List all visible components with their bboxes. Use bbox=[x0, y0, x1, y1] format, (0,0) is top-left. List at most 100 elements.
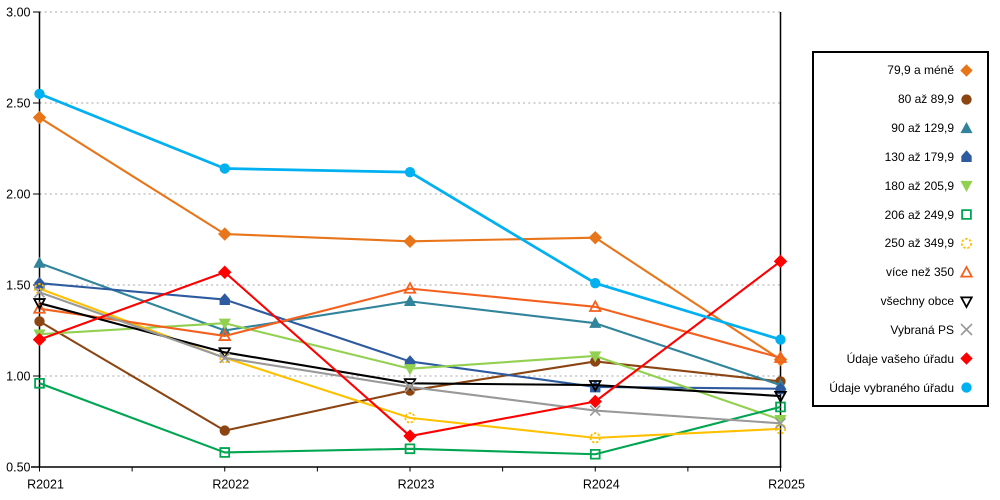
data-point-marker bbox=[403, 364, 417, 376]
data-point-marker bbox=[773, 350, 788, 363]
data-point-marker bbox=[218, 265, 232, 279]
series-line bbox=[39, 382, 781, 456]
data-point-marker bbox=[218, 328, 232, 341]
legend-item: 206 až 249,9 bbox=[814, 201, 987, 229]
data-point-marker bbox=[404, 166, 416, 178]
legend-pentagon-icon bbox=[959, 149, 974, 164]
x-axis-label: R2025 bbox=[768, 478, 805, 492]
legend-label: Údaje vybraného úřadu bbox=[829, 380, 954, 395]
legend-label: více než 350 bbox=[885, 265, 954, 280]
legend-label: 206 až 249,9 bbox=[884, 207, 954, 222]
y-axis-label: 1.00 bbox=[6, 370, 30, 384]
legend-item: Vybraná PS bbox=[814, 316, 987, 344]
data-point-marker bbox=[403, 429, 417, 443]
legend-item: 79,9 a méně bbox=[814, 56, 987, 84]
legend-label: 79,9 a méně bbox=[887, 63, 954, 78]
data-point-marker bbox=[589, 448, 601, 460]
legend-x-icon bbox=[959, 322, 974, 337]
data-point-marker bbox=[34, 316, 45, 327]
data-point-marker bbox=[218, 227, 232, 241]
legend-diamond-icon bbox=[959, 351, 974, 366]
data-point-marker bbox=[32, 332, 47, 347]
legend-item: více než 350 bbox=[814, 258, 987, 286]
series-12 bbox=[34, 88, 786, 345]
legend-label: 80 až 89,9 bbox=[897, 92, 954, 107]
legend-circle-icon bbox=[959, 380, 974, 395]
legend-label: 90 až 129,9 bbox=[891, 121, 954, 136]
legend-item: 180 až 205,9 bbox=[814, 172, 987, 200]
data-point-marker bbox=[590, 278, 601, 289]
data-point-marker bbox=[589, 405, 601, 417]
y-axis-label: 0.50 bbox=[6, 461, 30, 475]
data-point-marker bbox=[34, 88, 45, 100]
y-axis-label: 2.00 bbox=[6, 188, 30, 202]
legend-circle-icon bbox=[959, 236, 974, 251]
legend-item: 90 až 129,9 bbox=[814, 114, 987, 142]
data-point-marker bbox=[775, 334, 786, 345]
legend-item: Údaje vybraného úřadu bbox=[814, 374, 987, 402]
data-point-marker bbox=[403, 234, 417, 249]
data-point-marker bbox=[219, 352, 231, 364]
data-point-marker bbox=[589, 351, 602, 363]
legend-label: 250 až 349,9 bbox=[884, 236, 954, 251]
legend-item: 250 až 349,9 bbox=[814, 229, 987, 257]
legend-label: 130 až 179,9 bbox=[884, 149, 954, 164]
series-5 bbox=[33, 318, 787, 427]
legend-item: 80 až 89,9 bbox=[814, 85, 987, 113]
data-point-marker bbox=[773, 254, 788, 269]
x-axis-label: R2024 bbox=[583, 478, 620, 492]
data-point-marker bbox=[219, 293, 230, 306]
legend-label: Vybraná PS bbox=[890, 322, 954, 337]
data-point-marker bbox=[33, 256, 46, 268]
series-10 bbox=[33, 286, 787, 429]
data-point-marker bbox=[218, 318, 231, 330]
data-point-marker bbox=[219, 163, 230, 174]
legend-item: všechny obce bbox=[814, 287, 987, 315]
legend-item: Údaje vašeho úřadu bbox=[814, 345, 987, 373]
data-point-marker bbox=[403, 281, 417, 294]
legend-diamond-icon bbox=[959, 63, 974, 78]
data-point-marker bbox=[32, 301, 47, 314]
data-point-marker bbox=[219, 447, 231, 458]
data-point-marker bbox=[588, 230, 602, 245]
series-line bbox=[39, 287, 781, 439]
data-point-marker bbox=[403, 294, 417, 307]
series-8 bbox=[32, 281, 788, 363]
y-axis-label: 3.00 bbox=[6, 6, 30, 20]
x-axis-label: R2021 bbox=[27, 478, 64, 492]
data-point-marker bbox=[774, 417, 787, 429]
data-point-marker bbox=[588, 299, 602, 312]
data-point-marker bbox=[773, 390, 788, 404]
x-axis-label: R2022 bbox=[212, 478, 249, 492]
data-point-marker bbox=[404, 443, 416, 455]
legend-triangle-down-icon bbox=[959, 178, 974, 193]
data-point-marker bbox=[775, 401, 786, 413]
legend-triangle-up-icon bbox=[959, 264, 974, 280]
chart-legend: 79,9 a méně 80 až 89,9 90 až 129,9 130 až 1… bbox=[812, 51, 989, 407]
x-axis-label: R2023 bbox=[398, 478, 435, 492]
legend-square-icon bbox=[959, 207, 974, 222]
series-line bbox=[39, 287, 781, 359]
legend-label: všechny obce bbox=[880, 294, 954, 309]
data-point-marker bbox=[218, 347, 232, 360]
legend-label: Údaje vašeho úřadu bbox=[846, 351, 954, 366]
data-point-marker bbox=[32, 298, 47, 311]
series-6 bbox=[34, 377, 786, 460]
legend-circle-icon bbox=[959, 92, 974, 107]
legend-triangle-down-icon bbox=[959, 294, 974, 309]
data-point-marker bbox=[588, 380, 602, 393]
y-axis-label: 1.50 bbox=[6, 279, 30, 293]
series-11 bbox=[32, 254, 788, 443]
legend-item: 130 až 179,9 bbox=[814, 143, 987, 171]
data-point-marker bbox=[404, 381, 416, 393]
y-axis-label: 2.50 bbox=[6, 97, 30, 111]
data-point-marker bbox=[588, 394, 602, 409]
legend-triangle-up-icon bbox=[959, 121, 974, 136]
data-point-marker bbox=[32, 110, 47, 125]
legend-label: 180 až 205,9 bbox=[884, 178, 954, 193]
data-point-marker bbox=[589, 316, 602, 328]
data-point-marker bbox=[34, 377, 45, 389]
data-point-marker bbox=[33, 286, 46, 298]
